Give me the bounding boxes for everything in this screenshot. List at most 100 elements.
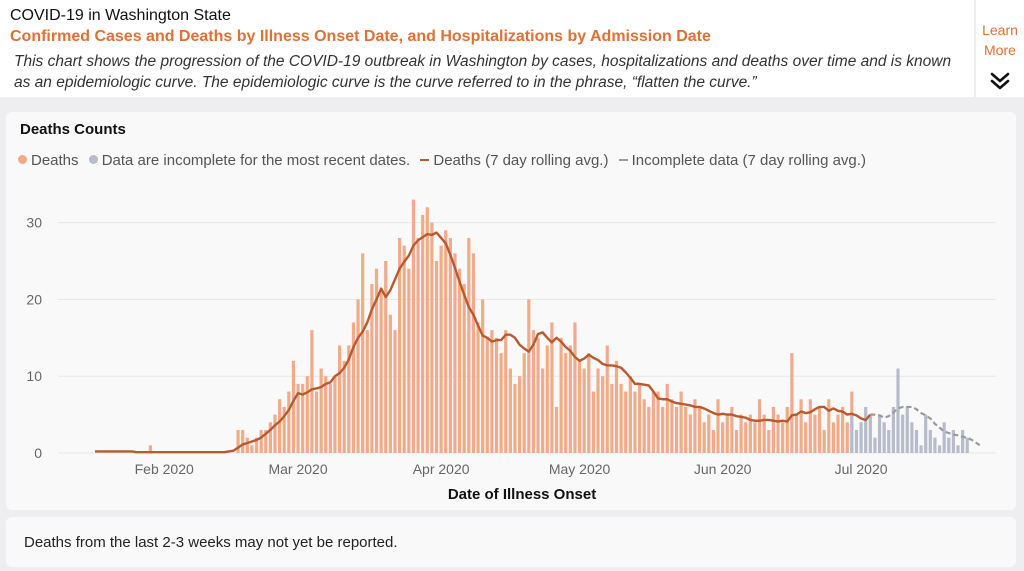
death-bar xyxy=(568,345,572,453)
legend-deaths-label: Deaths xyxy=(31,152,79,169)
footer-panel: Deaths from the last 2-3 weeks may not y… xyxy=(6,517,1016,567)
chart-description: This chart shows the progression of the … xyxy=(14,53,952,91)
death-bar xyxy=(485,337,489,453)
death-bar xyxy=(781,422,785,453)
death-bar xyxy=(522,353,526,453)
death-bar xyxy=(564,353,568,453)
death-bar xyxy=(577,360,582,453)
death-bar xyxy=(674,406,679,453)
incomplete-death-bar xyxy=(854,429,859,453)
incomplete-death-bar xyxy=(951,429,955,453)
death-bar xyxy=(499,353,503,453)
x-tick-label: Apr 2020 xyxy=(413,461,470,477)
legend-incomplete-rolling-label: Incomplete data (7 day rolling avg.) xyxy=(631,152,866,169)
incomplete-death-bar xyxy=(947,437,951,453)
incomplete-death-bar xyxy=(873,437,877,453)
death-bar xyxy=(785,406,789,453)
legend-incomplete-label: Data are incomplete for the most recent … xyxy=(101,152,411,169)
death-bar xyxy=(582,368,586,453)
death-bar xyxy=(734,429,739,453)
death-bar xyxy=(324,376,328,453)
chart-card: Deaths Counts Deaths Data are incomplete… xyxy=(6,112,1016,510)
death-bar xyxy=(236,429,240,453)
death-bar xyxy=(753,422,757,453)
death-bar xyxy=(402,245,406,453)
death-bar xyxy=(614,360,619,453)
legend-deaths[interactable]: Deaths xyxy=(18,152,79,169)
death-bar xyxy=(790,353,794,453)
death-bar xyxy=(527,299,531,453)
death-bar xyxy=(605,345,609,453)
legend-rolling[interactable]: Deaths (7 day rolling avg.) xyxy=(420,152,608,169)
death-bar xyxy=(804,422,808,453)
y-tick-label: 30 xyxy=(26,215,42,231)
x-tick-label: Jul 2020 xyxy=(835,461,888,477)
legend-incomplete[interactable]: Data are incomplete for the most recent … xyxy=(88,152,411,169)
rolling-avg-line xyxy=(95,231,872,454)
death-bar xyxy=(476,322,480,453)
death-bar xyxy=(716,399,720,453)
death-bar xyxy=(517,376,522,453)
incomplete-death-bar xyxy=(896,368,900,453)
legend-incomplete-rolling-swatch xyxy=(618,159,628,161)
death-bar xyxy=(554,406,559,453)
death-bar xyxy=(771,406,776,453)
death-bar xyxy=(370,284,374,453)
death-bar xyxy=(707,414,711,453)
death-bar xyxy=(337,345,342,453)
incomplete-death-bar xyxy=(965,437,969,453)
death-bar xyxy=(425,207,429,453)
death-bar xyxy=(744,422,748,453)
legend-incomplete-rolling[interactable]: Incomplete data (7 day rolling avg.) xyxy=(618,152,866,169)
death-bar xyxy=(448,237,452,453)
double-chevron-down-icon xyxy=(990,72,1010,90)
death-bar xyxy=(508,368,512,453)
learn-more-button[interactable]: Learn More xyxy=(976,0,1024,97)
incomplete-death-bar xyxy=(942,422,946,453)
death-bar xyxy=(273,414,277,453)
death-bar xyxy=(624,391,628,453)
death-bar xyxy=(725,414,729,453)
death-bar xyxy=(697,406,702,453)
incomplete-death-bar xyxy=(914,429,919,453)
death-bar xyxy=(702,422,706,453)
death-bar xyxy=(407,268,411,453)
death-bar xyxy=(633,391,637,453)
death-bar xyxy=(504,330,508,453)
death-bar xyxy=(305,376,309,453)
death-bar xyxy=(711,429,716,453)
death-bar xyxy=(245,437,249,453)
death-bar xyxy=(439,245,443,453)
death-bar xyxy=(282,406,286,453)
death-bar xyxy=(587,353,591,453)
death-bar xyxy=(388,314,392,453)
death-bar xyxy=(642,399,646,453)
death-bar xyxy=(693,399,697,453)
death-bar xyxy=(319,368,323,453)
death-bar xyxy=(836,414,840,453)
x-tick-label: May 2020 xyxy=(549,461,611,477)
page-subtitle: Confirmed Cases and Deaths by Illness On… xyxy=(10,28,711,45)
death-bar xyxy=(291,360,296,453)
legend-rolling-swatch xyxy=(420,159,430,161)
death-bar xyxy=(827,399,831,453)
incomplete-death-bar xyxy=(850,414,854,453)
death-bar xyxy=(444,230,448,453)
legend-deaths-swatch xyxy=(18,155,27,164)
death-bar xyxy=(374,268,379,453)
death-bar xyxy=(397,237,402,453)
death-bar xyxy=(250,445,254,453)
death-bar xyxy=(596,368,600,453)
death-bar xyxy=(637,383,642,453)
death-bar xyxy=(333,376,337,453)
death-bar xyxy=(379,291,383,453)
death-bar xyxy=(490,330,494,453)
incomplete-death-bar xyxy=(910,422,914,453)
death-bar xyxy=(799,399,803,453)
death-bar xyxy=(808,399,812,453)
x-axis-title: Date of Illness Onset xyxy=(448,486,596,503)
death-bar xyxy=(301,383,305,453)
incomplete-death-bar xyxy=(919,445,923,453)
death-bar xyxy=(342,360,346,453)
y-tick-label: 0 xyxy=(34,445,42,461)
